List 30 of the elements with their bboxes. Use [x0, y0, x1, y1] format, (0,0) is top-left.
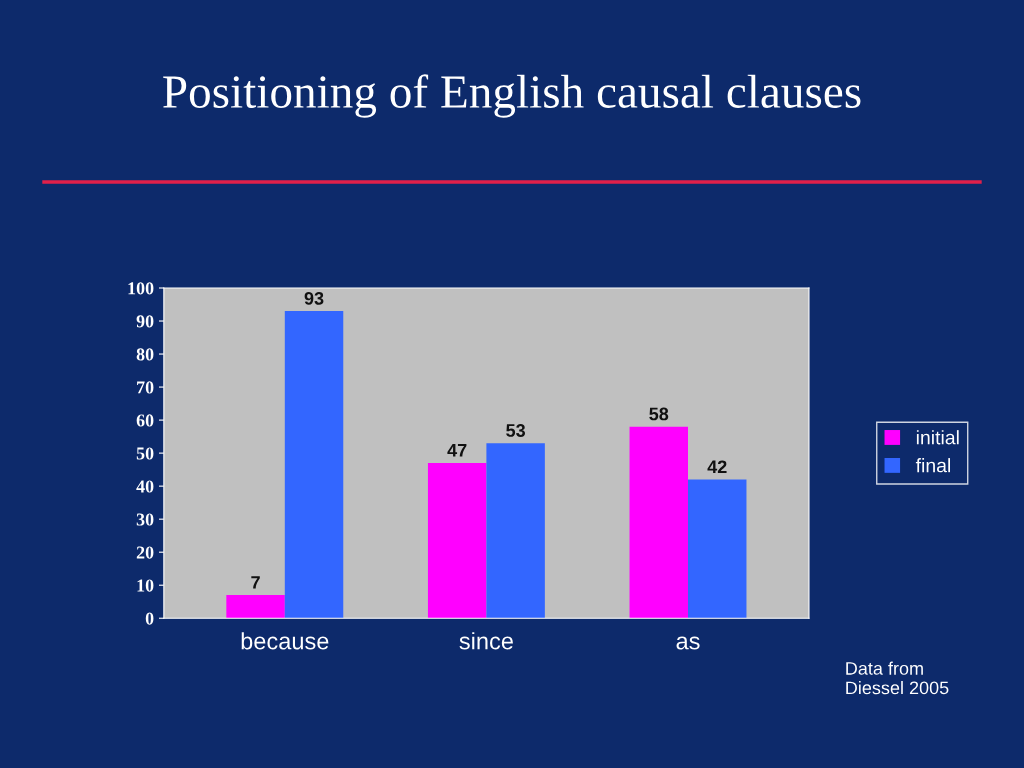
- y-tick-label: 10: [137, 579, 154, 592]
- y-tick-label: 70: [137, 381, 154, 394]
- data-label: 42: [707, 460, 727, 474]
- bar: [629, 426, 688, 619]
- y-tick-label: 60: [136, 414, 154, 427]
- chart-title: Positioning of English causal clauses: [163, 74, 861, 118]
- y-tick-label: 0: [145, 612, 154, 625]
- data-label: 53: [506, 424, 526, 437]
- data-label: 7: [251, 576, 260, 589]
- y-tick-label: 30: [136, 513, 154, 526]
- y-tick-label: 90: [136, 315, 154, 328]
- text: Data from Diessel 2005: [846, 661, 949, 695]
- legend-label: initial: [916, 430, 959, 445]
- bar: [284, 311, 344, 619]
- y-tick-label: 100: [128, 282, 154, 295]
- data-label: 47: [447, 444, 467, 457]
- y-tick-label: 80: [136, 348, 154, 361]
- x-tick-label: since: [459, 632, 513, 650]
- bar: [486, 443, 545, 619]
- y-tick-label: 50: [136, 447, 154, 460]
- x-tick-label: because: [241, 632, 329, 650]
- y-tick-label: 20: [136, 546, 154, 559]
- bar: [427, 463, 487, 619]
- data-label: 58: [649, 407, 669, 421]
- data-label: 93: [304, 291, 324, 305]
- bar: [226, 595, 285, 619]
- bar: [688, 479, 747, 619]
- legend-label: final: [915, 458, 950, 473]
- y-tick-label: 40: [136, 480, 154, 493]
- x-tick-label: as: [676, 636, 700, 650]
